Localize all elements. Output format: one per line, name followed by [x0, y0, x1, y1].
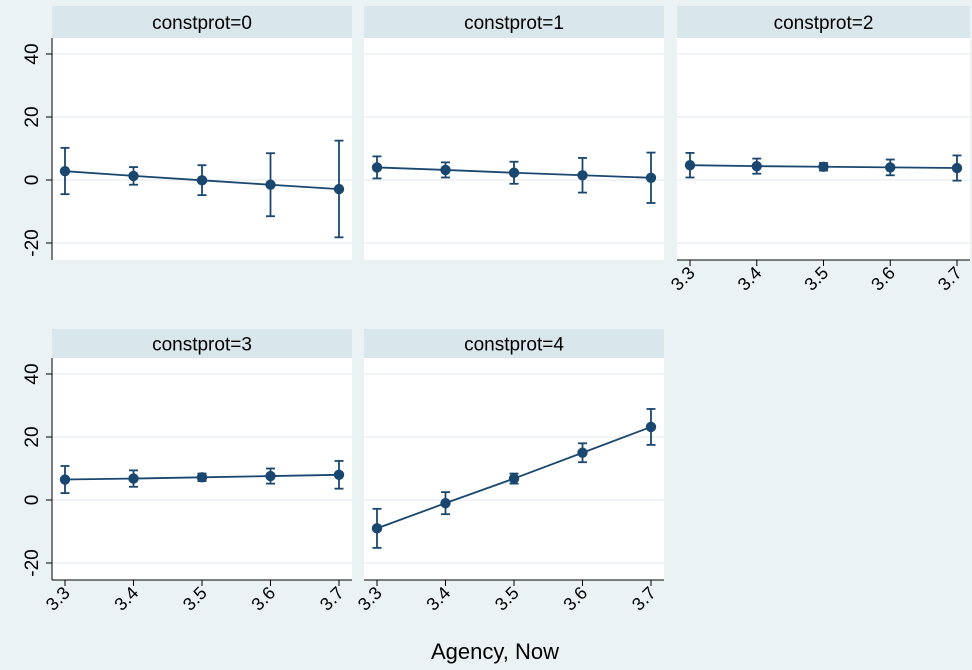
data-point [440, 498, 450, 508]
data-point [885, 162, 895, 172]
panel-title: constprot=0 [152, 13, 252, 34]
panel-1: constprot=1 [364, 6, 664, 260]
y-tick-label: 40 [22, 363, 43, 384]
plot-area [52, 358, 352, 580]
y-tick-label: 0 [22, 175, 43, 186]
data-point [685, 160, 695, 170]
y-tick-label: 20 [22, 426, 43, 447]
data-point [952, 163, 962, 173]
data-point [646, 173, 656, 183]
panel-title: constprot=4 [464, 335, 564, 356]
panel-title: constprot=2 [774, 13, 874, 34]
data-point [577, 448, 587, 458]
plot-area [364, 38, 664, 260]
data-point [128, 171, 138, 181]
data-point [197, 472, 207, 482]
y-tick-label: 40 [22, 43, 43, 64]
panel-0: constprot=0 -20 0 20 40 [22, 6, 352, 260]
data-point [372, 162, 382, 172]
plot-area [677, 38, 970, 260]
data-point [509, 473, 519, 483]
y-tick-label: -20 [22, 229, 43, 256]
panel-4: constprot=43.3 3.4 3.5 3.6 3.7 [354, 329, 664, 615]
data-point [577, 170, 587, 180]
data-point [752, 161, 762, 171]
panel-title: constprot=1 [464, 13, 564, 34]
y-tick-label: -20 [22, 549, 43, 576]
data-point [197, 175, 207, 185]
data-point [265, 471, 275, 481]
data-point [265, 180, 275, 190]
y-tick-label: 20 [22, 106, 43, 127]
data-point [60, 166, 70, 176]
data-point [440, 165, 450, 175]
data-point [334, 470, 344, 480]
y-tick-label: 0 [22, 495, 43, 506]
data-point [509, 168, 519, 178]
plot-area [364, 358, 664, 580]
data-point [646, 422, 656, 432]
data-point [372, 523, 382, 533]
data-point [818, 162, 828, 172]
data-point [334, 184, 344, 194]
panel-2: constprot=23.3 3.4 3.5 3.6 3.7 [667, 6, 970, 295]
x-axis-title: Agency, Now [431, 639, 559, 664]
panel-title: constprot=3 [152, 335, 252, 356]
plot-area [52, 38, 352, 260]
data-point [128, 473, 138, 483]
data-point [60, 474, 70, 484]
